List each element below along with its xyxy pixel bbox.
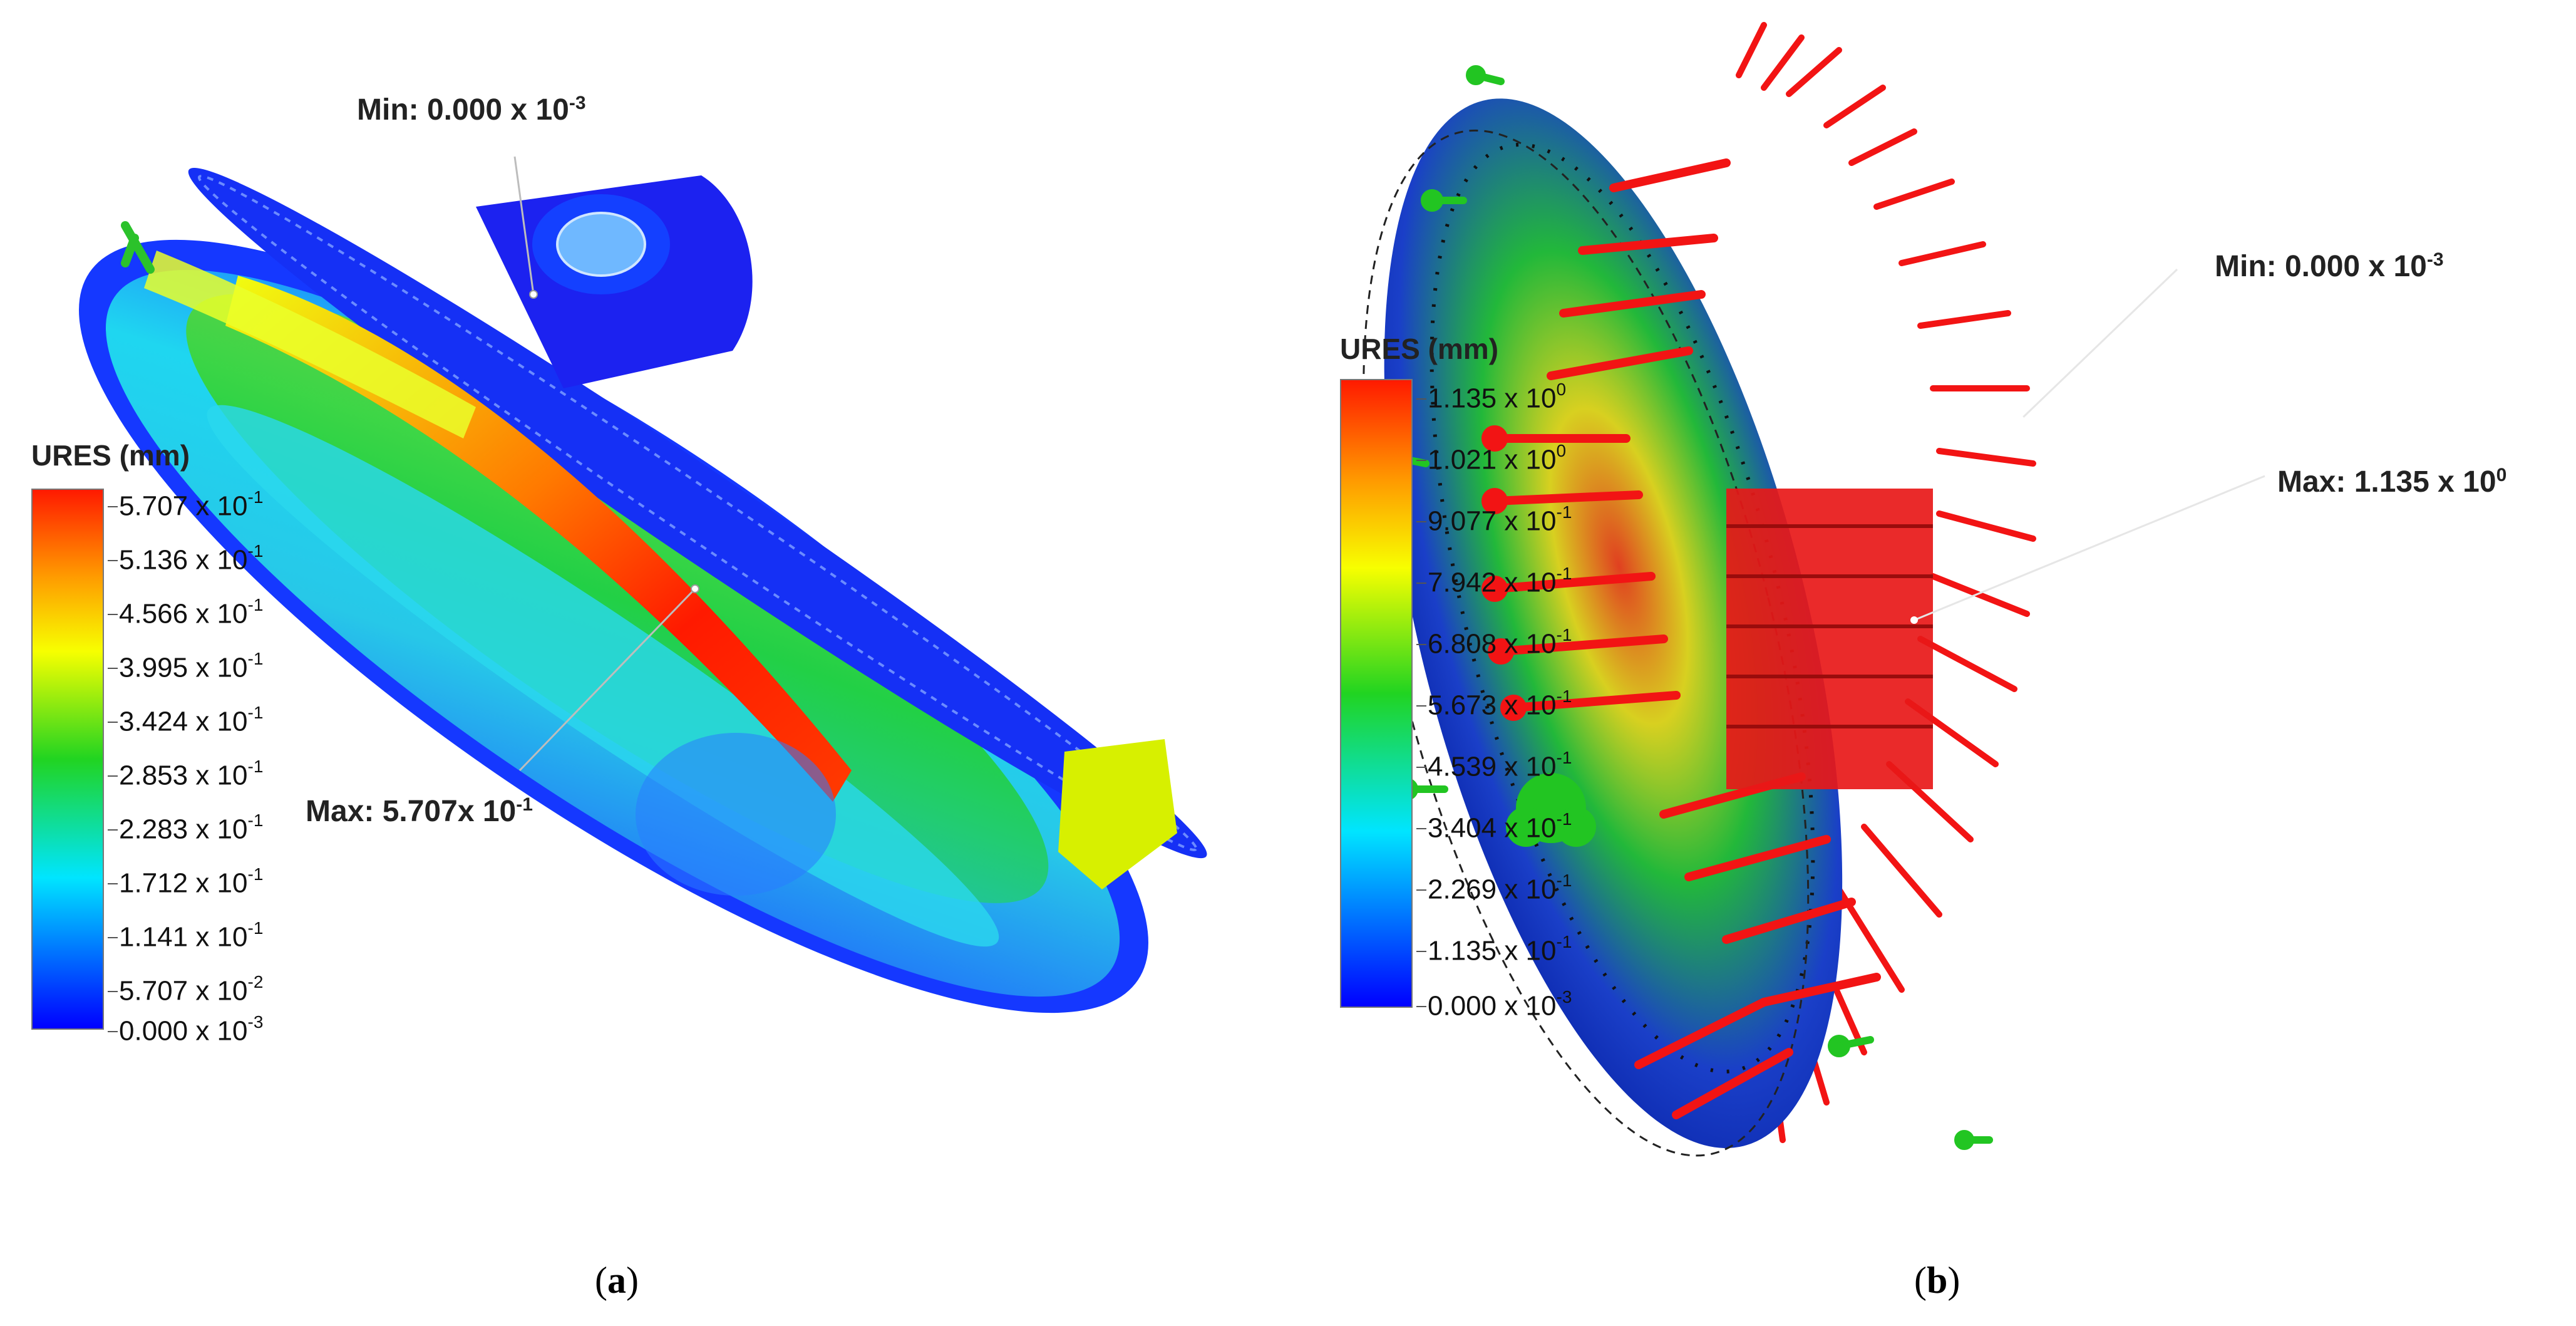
panel-b: Min: 0.000 x 10-3 Max: 1.135 x 100 URES …: [1288, 0, 2576, 1326]
min-label-b: Min: 0.000 x 10-3: [2215, 249, 2444, 283]
min-leader-line-b: [2019, 268, 2178, 421]
legend-tick: 5.136 x 10-1: [107, 541, 264, 576]
max-leader-line-b: [1914, 475, 2265, 621]
caption-b: (b): [1914, 1260, 1960, 1301]
legend-tick: 2.283 x 10-1: [107, 811, 264, 845]
load-cluster: [1726, 489, 1933, 789]
max-label-a: Max: 5.707x 10-1: [306, 794, 533, 828]
legend-colorbar-b: [1340, 379, 1413, 1008]
legend-tick: 0.000 x 10-3: [1416, 987, 1572, 1022]
legend-tick: 1.135 x 10-1: [1416, 932, 1572, 966]
legend-colorbar-a: [31, 489, 104, 1030]
legend-tick: 7.942 x 10-1: [1416, 564, 1572, 598]
flange: [188, 167, 1207, 859]
legend-title-a: URES (mm): [31, 439, 190, 472]
legend-tick: 3.995 x 10-1: [107, 649, 264, 683]
legend-tick: 1.021 x 100: [1416, 441, 1567, 475]
min-leader-line-a: [513, 156, 535, 295]
max-label-b: Max: 1.135 x 100: [2277, 465, 2507, 499]
displacement-plot-b: [1363, 22, 2265, 1157]
legend-tick: 2.269 x 10-1: [1416, 871, 1572, 905]
legend-tick: 6.808 x 10-1: [1416, 625, 1572, 660]
caption-a: (a): [595, 1260, 639, 1301]
legend-tick: 5.673 x 10-1: [1416, 686, 1572, 721]
min-label-a: Min: 0.000 x 10-3: [357, 93, 586, 127]
legend-tick: 3.404 x 10-1: [1416, 809, 1572, 844]
legend-tick: 1.141 x 10-1: [107, 918, 264, 953]
legend-tick: 1.135 x 100: [1416, 380, 1567, 414]
legend-title-b: URES (mm): [1340, 333, 1499, 365]
legend-tick: 0.000 x 10-3: [107, 1012, 264, 1047]
legend-tick: 4.566 x 10-1: [107, 595, 264, 629]
legend-tick: 5.707 x 10-2: [107, 972, 264, 1007]
legend-tick: 1.712 x 10-1: [107, 864, 264, 899]
hub-boss: [476, 175, 753, 388]
legend-tick: 2.853 x 10-1: [107, 757, 264, 791]
max-leader-line-a: [518, 588, 696, 772]
panel-a: Min: 0.000 x 10-3 Max: 5.707x 10-1 URES …: [31, 93, 1207, 1301]
fixture-icon: [121, 221, 155, 274]
legend-tick: 4.539 x 10-1: [1416, 748, 1572, 782]
legend-tick: 5.707 x 10-1: [107, 487, 264, 522]
legend-tick: 9.077 x 10-1: [1416, 502, 1572, 537]
pressure-arrows-back: [1736, 22, 2036, 1143]
disk-b: [1384, 98, 1843, 1148]
side-lug: [1058, 739, 1177, 889]
pressure-arrows-front: [1481, 158, 1881, 1119]
fixture-icons: [1383, 65, 1993, 1150]
displacement-plot-a: [79, 156, 1207, 1013]
legend-tick: 3.424 x 10-1: [107, 703, 264, 737]
